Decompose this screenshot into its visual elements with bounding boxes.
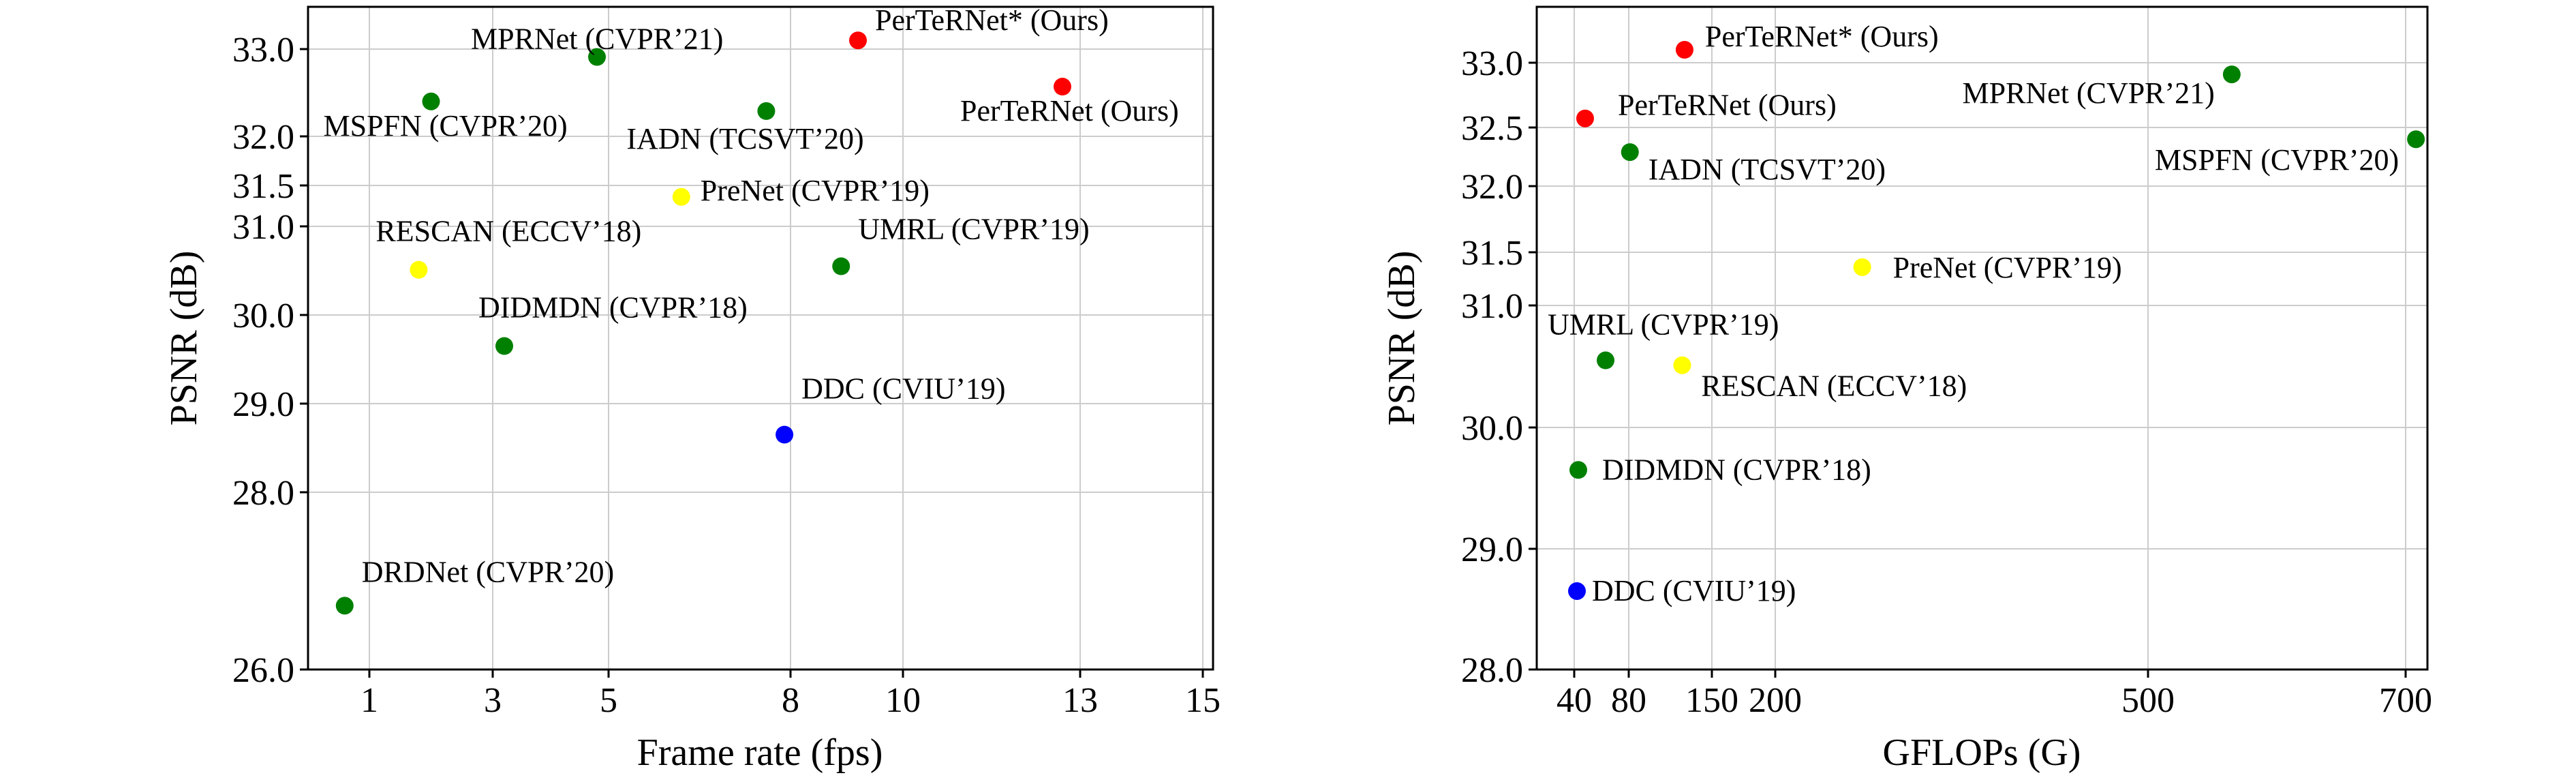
y-tick-label: 29.0 [232, 385, 294, 424]
x-tick-label: 8 [782, 681, 799, 720]
x-tick-label: 200 [1749, 681, 1802, 720]
data-point-label: PerTeRNet (Ours) [1618, 89, 1837, 122]
data-point-label: MPRNet (CVPR’21) [1962, 76, 2214, 110]
x-axis-title: GFLOPs (G) [1883, 732, 2081, 774]
data-point-label: DIDMDN (CVPR’18) [1602, 453, 1871, 486]
x-tick-label: 700 [2379, 681, 2432, 720]
data-point [1568, 582, 1586, 600]
right-scatter-plot: 40 80 150 200 500 700 28.0 29.0 30.0 31.0 31.5 32.0… [1381, 5, 2432, 774]
y-axis-title: PSNR (dB) [163, 251, 205, 426]
y-tick-label: 33.0 [232, 31, 294, 70]
data-point-label: PerTeRNet* (Ours) [1705, 20, 1939, 53]
data-point [1621, 143, 1639, 162]
data-point-label: UMRL (CVPR’19) [858, 213, 1089, 246]
data-point [849, 31, 867, 50]
data-point [757, 102, 776, 120]
data-point-label: RESCAN (ECCV’18) [1701, 370, 1967, 403]
y-tick-label: 28.0 [1461, 651, 1523, 690]
data-point [1853, 258, 1871, 276]
x-tick-label: 13 [1062, 681, 1098, 720]
data-point [1576, 109, 1594, 127]
data-point-label: RESCAN (ECCV’18) [375, 215, 641, 248]
y-axis-title: PSNR (dB) [1381, 251, 1423, 426]
plot-frame [1535, 5, 2429, 671]
x-tick-label: 40 [1557, 681, 1592, 720]
data-point-label: DIDMDN (CVPR’18) [478, 291, 748, 325]
y-tick-label: 31.0 [232, 208, 294, 247]
data-point [1597, 351, 1614, 370]
data-point [2407, 130, 2425, 149]
data-point-label: MSPFN (CVPR’20) [2155, 143, 2399, 177]
left-scatter-plot: 1 3 5 8 10 13 1526.028.029.030.031.031.532.033… [163, 3, 1221, 774]
x-tick-label: 500 [2121, 681, 2175, 720]
data-point-label: IADN (TCSVT’20) [1649, 153, 1886, 186]
y-tick-label: 32.5 [1461, 109, 1523, 148]
data-point [1569, 461, 1587, 479]
data-point-label: UMRL (CVPR’19) [1548, 308, 1779, 342]
data-point-label: PerTeRNet (Ours) [960, 94, 1179, 127]
data-point [495, 337, 513, 355]
data-point-label: DRDNet (CVPR’20) [362, 555, 614, 588]
data-point-label: IADN (TCSVT’20) [626, 122, 863, 155]
y-tick-label: 32.0 [1461, 168, 1523, 207]
data-point [1054, 78, 1071, 96]
data-point [832, 257, 850, 275]
x-tick-label: 15 [1185, 681, 1221, 720]
x-tick-label: 1 [361, 681, 378, 720]
data-point [776, 425, 794, 444]
y-tick-label: 32.0 [232, 118, 294, 157]
data-point [1673, 356, 1691, 374]
data-point-label: PreNet (CVPR’19) [701, 174, 930, 207]
data-point-label: PreNet (CVPR’19) [1893, 251, 2122, 284]
data-point [335, 597, 354, 615]
y-tick-label: 26.0 [232, 651, 294, 690]
y-tick-label: 28.0 [232, 474, 294, 513]
y-tick-label: 30.0 [232, 297, 294, 335]
plot-frame [307, 5, 1214, 671]
x-tick-label: 5 [600, 681, 617, 720]
data-point-label: DDC (CVIU’19) [1592, 574, 1796, 607]
y-tick-label: 30.0 [1461, 409, 1523, 448]
data-point-label: MSPFN (CVPR’20) [324, 109, 568, 142]
x-tick-label: 150 [1685, 681, 1738, 720]
x-tick-label: 80 [1611, 681, 1646, 720]
y-tick-label: 31.5 [232, 167, 294, 206]
x-tick-label: 3 [484, 681, 502, 720]
data-point [2222, 65, 2241, 84]
y-tick-label: 33.0 [1461, 44, 1523, 83]
data-point [1675, 41, 1693, 59]
x-tick-label: 10 [885, 681, 921, 720]
data-point [672, 187, 690, 206]
y-tick-label: 31.5 [1461, 234, 1523, 273]
data-point-label: PerTeRNet* (Ours) [875, 3, 1109, 37]
data-point [410, 260, 428, 279]
data-point-label: DDC (CVIU’19) [801, 372, 1005, 406]
data-point [588, 48, 606, 66]
data-point-label: MPRNet (CVPR’21) [471, 22, 723, 56]
y-tick-label: 29.0 [1461, 530, 1523, 569]
data-point [422, 92, 440, 110]
x-axis-title: Frame rate (fps) [637, 732, 883, 774]
y-tick-label: 31.0 [1461, 287, 1523, 326]
